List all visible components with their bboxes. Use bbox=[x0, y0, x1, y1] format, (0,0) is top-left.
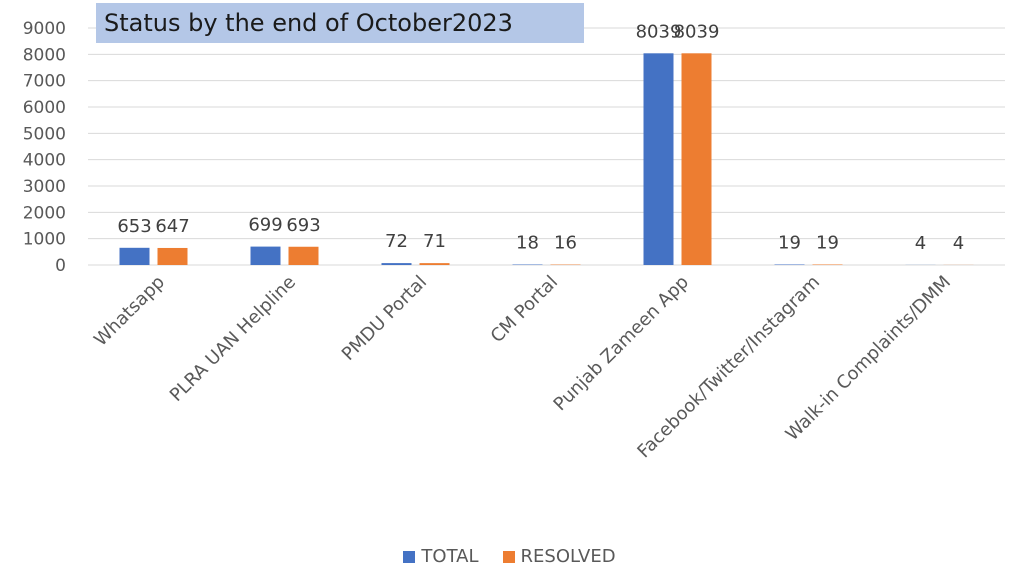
x-tick-label: CM Portal bbox=[487, 272, 562, 347]
data-label: 71 bbox=[423, 231, 446, 252]
legend: TOTAL RESOLVED bbox=[0, 546, 1019, 567]
y-tick-label: 6000 bbox=[23, 98, 66, 118]
data-label: 72 bbox=[385, 231, 408, 252]
data-label: 693 bbox=[286, 215, 320, 236]
bar-resolved bbox=[157, 247, 188, 265]
data-label: 4 bbox=[953, 233, 964, 254]
y-tick-label: 4000 bbox=[23, 151, 66, 171]
data-label: 8039 bbox=[674, 21, 720, 42]
x-tick-label: PLRA UAN Helpline bbox=[166, 272, 300, 406]
data-label: 699 bbox=[248, 215, 282, 236]
legend-swatch-total bbox=[403, 550, 416, 563]
y-tick-label: 5000 bbox=[23, 124, 66, 144]
data-label: 19 bbox=[816, 232, 839, 253]
legend-item-total: TOTAL bbox=[403, 546, 479, 567]
chart-title-box: Status by the end of October2023 bbox=[96, 3, 584, 43]
y-tick-label: 3000 bbox=[23, 177, 66, 197]
data-label: 18 bbox=[516, 233, 539, 254]
legend-swatch-resolved bbox=[502, 550, 515, 563]
data-label: 16 bbox=[554, 233, 577, 254]
data-label: 19 bbox=[778, 232, 801, 253]
bar-resolved bbox=[812, 264, 843, 265]
y-tick-label: 8000 bbox=[23, 45, 66, 65]
data-label: 653 bbox=[117, 216, 151, 237]
data-label: 647 bbox=[155, 216, 189, 237]
bar-total bbox=[381, 263, 412, 265]
bar-resolved bbox=[288, 246, 319, 265]
x-tick-label: PMDU Portal bbox=[338, 272, 431, 365]
bar-total bbox=[774, 264, 805, 265]
y-tick-label: 7000 bbox=[23, 72, 66, 92]
y-tick-label: 2000 bbox=[23, 203, 66, 223]
bar-total bbox=[643, 53, 674, 265]
data-label: 4 bbox=[915, 233, 926, 254]
bar-total bbox=[250, 246, 281, 265]
x-tick-label: Punjab Zameen App bbox=[550, 272, 693, 415]
bar-total bbox=[119, 247, 150, 265]
data-label: 8039 bbox=[636, 21, 682, 42]
legend-item-resolved: RESOLVED bbox=[502, 546, 616, 567]
bar-resolved bbox=[681, 53, 712, 265]
bar-resolved bbox=[419, 263, 450, 265]
y-tick-label: 9000 bbox=[23, 19, 66, 39]
y-tick-label: 1000 bbox=[23, 230, 66, 250]
chart-title: Status by the end of October2023 bbox=[104, 9, 513, 37]
legend-label-resolved: RESOLVED bbox=[520, 546, 616, 567]
y-tick-label: 0 bbox=[55, 256, 66, 276]
x-tick-label: Whatsapp bbox=[90, 272, 169, 351]
legend-label-total: TOTAL bbox=[421, 546, 479, 567]
